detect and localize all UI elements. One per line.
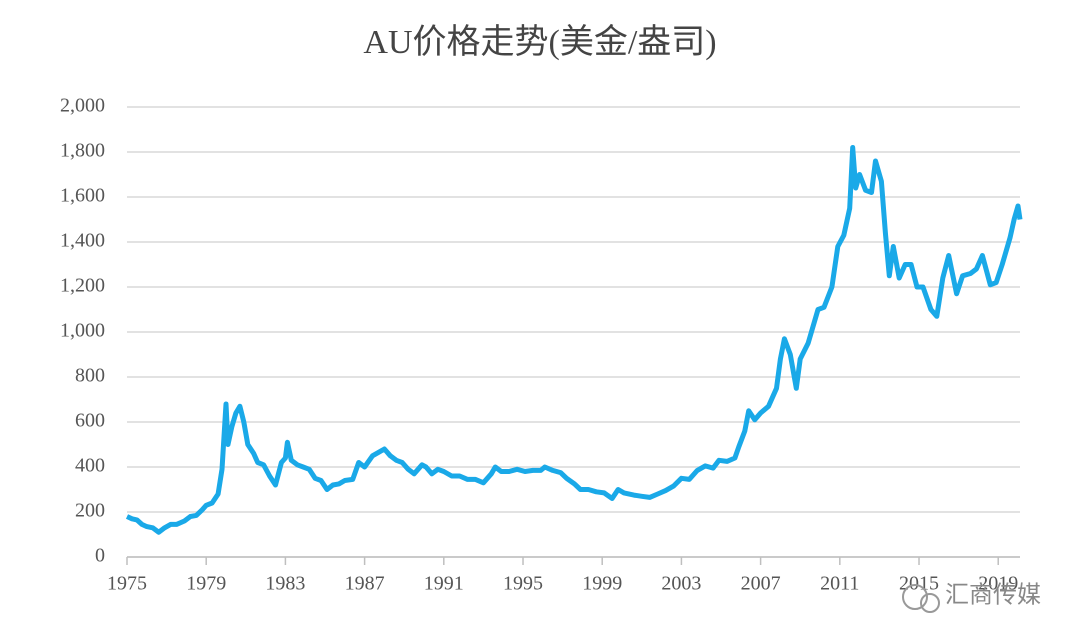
y-tick-label: 1,200: [60, 275, 105, 297]
y-tick-label: 1,000: [60, 320, 105, 342]
x-tick-label: 2007: [741, 573, 781, 595]
x-tick-label: 2011: [820, 573, 859, 595]
y-tick-label: 1,400: [60, 230, 105, 252]
x-tick-label: 2019: [978, 573, 1018, 595]
watermark-text: 汇商传媒: [945, 582, 1041, 609]
watermark: 汇商传媒: [902, 582, 1041, 613]
y-tick-label: 1,600: [60, 185, 105, 207]
x-tick-label: 2003: [661, 573, 701, 595]
y-tick-label: 200: [75, 500, 105, 522]
x-tick-label: 1975: [107, 573, 147, 595]
price-line: [125, 145, 1023, 535]
x-tick-label: 1995: [503, 573, 543, 595]
x-tick-label: 1987: [345, 573, 385, 595]
chart-title: AU价格走势(美金/盎司): [363, 23, 716, 61]
x-tick-label: 1983: [265, 573, 305, 595]
y-tick-label: 1,800: [60, 140, 105, 162]
y-tick-label: 800: [75, 365, 105, 387]
watermark-icon: [920, 593, 940, 613]
x-tick-label: 2015: [899, 573, 939, 595]
y-tick-label: 400: [75, 455, 105, 477]
x-tick-label: 1991: [424, 573, 464, 595]
watermark-icon: [902, 584, 928, 610]
y-tick-label: 0: [95, 545, 105, 567]
y-tick-label: 600: [75, 410, 105, 432]
x-tick-label: 1979: [186, 573, 226, 595]
y-tick-label: 2,000: [60, 95, 105, 117]
x-tick-label: 1999: [582, 573, 622, 595]
